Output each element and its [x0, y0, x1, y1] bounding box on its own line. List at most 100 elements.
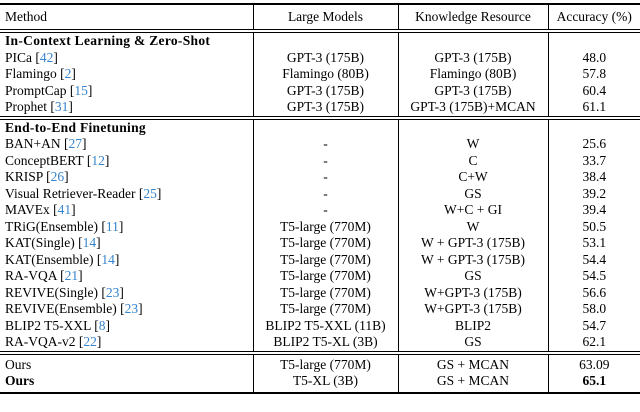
- table-row: BLIP2 T5-XXL [8] BLIP2 T5-XXL (11B) BLIP2 5…: [0, 317, 640, 334]
- method-cell: Visual Retriever-Reader [25]: [0, 185, 254, 202]
- citation-link[interactable]: 14: [82, 235, 97, 250]
- table-row: PICa [42] GPT-3 (175B) GPT-3 (175B) 48.0: [0, 49, 640, 66]
- method-label: PICa: [5, 49, 32, 65]
- table-body: In-Context Learning & Zero-Shot PICa [42]…: [0, 31, 640, 394]
- large-model-cell: T5-large (770M): [253, 268, 399, 285]
- method-cell: TRiG(Ensemble) [11]: [0, 218, 254, 235]
- method-cell: REVIVE(Ensemble) [23]: [0, 301, 254, 318]
- col-header-knowledge-resource: Knowledge Resource: [398, 3, 549, 33]
- citation-link[interactable]: 12: [91, 152, 105, 168]
- large-model-cell: -: [253, 152, 399, 169]
- accuracy-cell: 54.5: [582, 268, 607, 283]
- table-row: ConceptBERT [12] - C 33.7: [0, 152, 640, 169]
- method-cell: Ours: [0, 373, 254, 394]
- citation-link[interactable]: 23: [105, 284, 120, 300]
- method-cell: Flamingo [2]: [0, 66, 254, 83]
- knowledge-resource-cell: BLIP2: [398, 317, 549, 334]
- knowledge-resource-cell: W + GPT-3 (175B): [398, 235, 549, 252]
- citation-link[interactable]: 23: [124, 301, 139, 316]
- method-label: REVIVE(Single): [5, 284, 98, 300]
- table-row: Flamingo [2] Flamingo (80B) Flamingo (80B)…: [0, 66, 640, 83]
- section-title: End-to-End Finetuning: [0, 115, 254, 136]
- citation-link[interactable]: 26: [50, 169, 65, 184]
- citation-link[interactable]: 25: [143, 185, 157, 201]
- method-label: RA-VQA: [5, 268, 57, 283]
- accuracy-cell: 33.7: [582, 152, 607, 168]
- citation-link[interactable]: 27: [68, 136, 83, 151]
- citation-link[interactable]: 41: [57, 202, 72, 217]
- method-cell: KAT(Single) [14]: [0, 235, 254, 252]
- paper-results-table-page: Method Large Models Knowledge Resource A…: [0, 3, 640, 394]
- large-model-cell: BLIP2 T5-XXL (11B): [253, 317, 399, 334]
- method-label: ConceptBERT: [5, 152, 84, 168]
- large-model-cell: GPT-3 (175B): [253, 49, 399, 66]
- accuracy-cell: 54.7: [582, 317, 607, 333]
- large-model-cell: T5-large (770M): [253, 235, 399, 252]
- large-model-cell: T5-large (770M): [253, 350, 399, 373]
- large-model-cell: Flamingo (80B): [253, 66, 399, 83]
- accuracy-cell: 53.1: [582, 235, 607, 250]
- accuracy-cell: 39.2: [582, 185, 607, 201]
- method-label: MAVEx: [5, 202, 50, 217]
- accuracy-cell: 65.1: [548, 373, 640, 394]
- table-row: TRiG(Ensemble) [11] T5-large (770M) W 50.5: [0, 218, 640, 235]
- citation-link[interactable]: 22: [83, 334, 97, 349]
- section-title: In-Context Learning & Zero-Shot: [0, 31, 254, 50]
- table-row: KAT(Single) [14] T5-large (770M) W + GPT-3…: [0, 235, 640, 252]
- method-cell: BAN+AN [27]: [0, 136, 254, 153]
- large-model-cell: T5-large (770M): [253, 251, 399, 268]
- knowledge-resource-cell: W: [398, 136, 549, 153]
- citation-link[interactable]: 2: [64, 66, 72, 81]
- large-model-cell: T5-XL (3B): [253, 373, 399, 394]
- section-title-label: In-Context Learning & Zero-Shot: [5, 33, 211, 48]
- accuracy-cell: 62.1: [582, 334, 607, 349]
- knowledge-resource-cell: W + GPT-3 (175B): [398, 251, 549, 268]
- empty-cell: [548, 31, 640, 50]
- method-label: Ours: [5, 373, 35, 388]
- accuracy-cell: 61.1: [582, 99, 607, 114]
- citation-link[interactable]: 31: [54, 99, 69, 114]
- knowledge-resource-cell: W: [398, 218, 549, 235]
- knowledge-resource-cell: C: [398, 152, 549, 169]
- citation-link[interactable]: 21: [64, 268, 79, 283]
- table-row: REVIVE(Single) [23] T5-large (770M) W+GPT-…: [0, 284, 640, 301]
- citation-link[interactable]: 11: [105, 218, 119, 234]
- method-cell: RA-VQA [21]: [0, 268, 254, 285]
- method-label: Prophet: [5, 99, 47, 114]
- citation-link[interactable]: 8: [98, 317, 106, 333]
- method-label: RA-VQA-v2: [5, 334, 76, 349]
- table-row: Ours T5-XL (3B) GS + MCAN 65.1: [0, 373, 640, 394]
- method-cell: ConceptBERT [12]: [0, 152, 254, 169]
- method-label: KAT(Single): [5, 235, 75, 250]
- citation-link[interactable]: 42: [39, 49, 54, 65]
- empty-cell: [253, 115, 399, 136]
- citation-link[interactable]: 15: [74, 82, 88, 98]
- method-cell: KRISP [26]: [0, 169, 254, 186]
- knowledge-resource-cell: C+W: [398, 169, 549, 186]
- citation-link[interactable]: 14: [101, 251, 115, 267]
- method-label: PromptCap: [5, 82, 67, 98]
- table-row: PromptCap [15] GPT-3 (175B) GPT-3 (175B) 60…: [0, 82, 640, 99]
- knowledge-resource-cell: GS: [398, 268, 549, 285]
- method-cell: BLIP2 T5-XXL [8]: [0, 317, 254, 334]
- large-model-cell: -: [253, 185, 399, 202]
- accuracy-cell: 50.5: [582, 218, 607, 234]
- method-label: REVIVE(Ensemble): [5, 301, 117, 316]
- knowledge-resource-cell: W+GPT-3 (175B): [398, 284, 549, 301]
- knowledge-resource-cell: W+C + GI: [398, 202, 549, 219]
- accuracy-cell: 63.09: [548, 350, 640, 373]
- col-header-accuracy: Accuracy (%): [548, 3, 640, 33]
- method-cell: RA-VQA-v2 [22]: [0, 334, 254, 353]
- large-model-cell: -: [253, 136, 399, 153]
- large-model-cell: T5-large (770M): [253, 284, 399, 301]
- table-row: KRISP [26] - C+W 38.4: [0, 169, 640, 186]
- method-cell: REVIVE(Single) [23]: [0, 284, 254, 301]
- knowledge-resource-cell: W+GPT-3 (175B): [398, 301, 549, 318]
- accuracy-cell: 38.4: [582, 169, 607, 184]
- knowledge-resource-cell: GPT-3 (175B)+MCAN: [398, 99, 549, 118]
- table-row: RA-VQA [21] T5-large (770M) GS 54.5: [0, 268, 640, 285]
- large-model-cell: T5-large (770M): [253, 301, 399, 318]
- method-label: TRiG(Ensemble): [5, 218, 98, 234]
- table-row: REVIVE(Ensemble) [23] T5-large (770M) W+GP…: [0, 301, 640, 318]
- empty-cell: [548, 115, 640, 136]
